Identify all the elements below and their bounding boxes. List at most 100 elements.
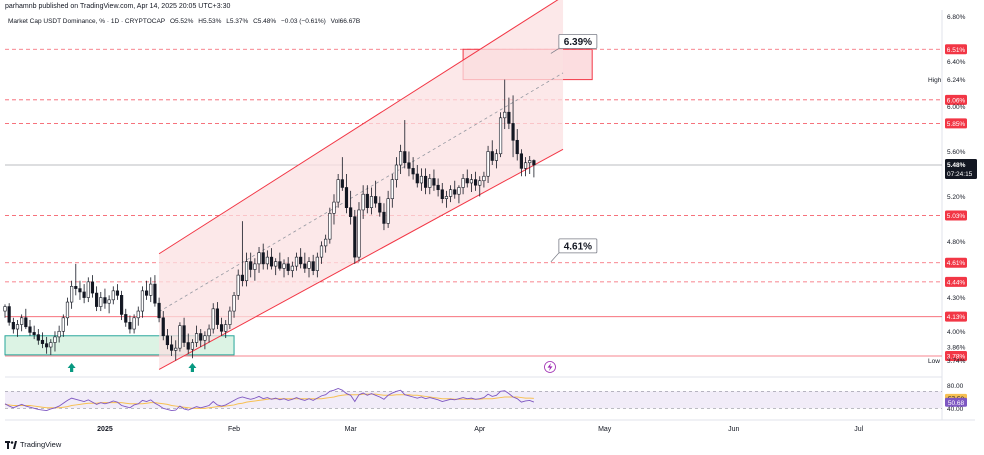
- ohlc-close: C5.48%: [253, 18, 277, 25]
- candle-body-52: [219, 324, 224, 332]
- candle-body-81: [340, 179, 344, 188]
- callout-pointer-0: [550, 48, 560, 54]
- level-tag-label-1: 6.06%: [947, 97, 966, 104]
- low-marker-label: Low: [928, 358, 940, 365]
- ohlc-volume: Vol66.67B: [330, 18, 361, 25]
- candle-body-1: [7, 306, 11, 323]
- candle-body-39: [165, 335, 170, 346]
- candle-body-49: [207, 328, 211, 337]
- candle-body-5: [24, 317, 28, 328]
- level-tag-1: [945, 94, 967, 105]
- candle-body-98: [411, 168, 415, 175]
- candle-body-46: [194, 333, 199, 343]
- candle-body-105: [440, 189, 444, 200]
- price-tick-4: 6.00%: [947, 104, 966, 111]
- time-tick-2: Mar: [345, 426, 358, 433]
- candle-body-3: [15, 324, 20, 330]
- candle-body-90: [378, 202, 382, 213]
- callout-label-1: 4.61%: [564, 241, 592, 252]
- price-tick-10: 3.86%: [947, 345, 966, 352]
- candle-body-113: [473, 179, 478, 186]
- candle-body-67: [282, 263, 286, 269]
- candle-body-13: [57, 330, 61, 338]
- price-tick-6: 5.20%: [947, 194, 966, 201]
- candle-body-47: [199, 333, 203, 341]
- candle-body-86: [361, 193, 365, 211]
- candle-body-4: [20, 317, 24, 325]
- level-tag-3: [945, 210, 967, 221]
- candle-body-76: [319, 245, 324, 258]
- candle-body-8: [36, 334, 40, 341]
- candle-body-88: [369, 196, 374, 208]
- candle-body-0: [3, 306, 7, 312]
- candle-body-74: [311, 261, 315, 271]
- candle-body-84: [353, 216, 357, 258]
- time-tick-3: Apr: [474, 426, 486, 433]
- time-tick-5: Jun: [728, 426, 739, 433]
- candle-body-73: [307, 261, 311, 269]
- candle-body-71: [299, 256, 303, 265]
- candle-body-7: [32, 332, 36, 335]
- candle-body-121: [507, 111, 511, 124]
- time-tick-6: Jul: [854, 426, 863, 433]
- candle-body-92: [386, 198, 390, 224]
- candle-body-107: [449, 189, 453, 197]
- candle-body-21: [90, 281, 95, 294]
- level-tag-label-5: 4.44%: [947, 279, 966, 286]
- price-axis[interactable]: 6.51% 6.06% 5.85% 5.03% 4.61% 4.44% 4.13% 3.78%…: [928, 0, 977, 365]
- candle-body-31: [132, 317, 136, 330]
- candle-body-44: [186, 342, 190, 350]
- buy-arrow-icon-1: [188, 363, 197, 372]
- candle-body-23: [99, 297, 103, 307]
- footer-brand: TradingView: [5, 440, 61, 449]
- level-tag-label-7: 3.78%: [947, 354, 966, 361]
- candle-body-61: [257, 252, 261, 265]
- candle-body-120: [503, 111, 507, 119]
- candle-body-17: [74, 286, 78, 289]
- last-price-label: 5.48%: [947, 162, 966, 169]
- candle-body-50: [211, 308, 215, 330]
- price-tick-8: 4.30%: [947, 295, 966, 302]
- candle-body-115: [482, 175, 486, 182]
- candle-body-25: [107, 299, 111, 304]
- level-tag-7: [945, 351, 967, 361]
- candle-body-114: [478, 180, 482, 186]
- candle-body-16: [70, 286, 74, 303]
- candle-body-97: [407, 162, 411, 169]
- candle-body-22: [95, 292, 99, 307]
- ohlc-low: L5.37%: [226, 18, 249, 25]
- candle-body-15: [65, 301, 70, 319]
- candle-body-108: [453, 189, 457, 195]
- level-tag-label-3: 5.03%: [947, 213, 966, 220]
- ohlc-open: O5.52%: [169, 18, 194, 25]
- callout-pointer-1: [550, 252, 560, 263]
- level-tag-0: [945, 44, 967, 55]
- channel-layer: [158, 0, 564, 370]
- level-tag-6: [945, 311, 967, 322]
- level-tag-5: [945, 276, 967, 287]
- candle-body-64: [269, 256, 274, 267]
- candle-body-2: [11, 321, 15, 330]
- candle-body-117: [490, 151, 494, 161]
- candle-body-96: [403, 151, 407, 164]
- symbol-legend: Market Cap USDT Dominance, % · 1D · CRYP…: [8, 18, 363, 25]
- candle-body-65: [274, 261, 278, 267]
- candle-body-43: [182, 325, 186, 343]
- time-axis[interactable]: 2025 Feb Mar Apr May Jun Jul: [97, 426, 863, 433]
- candle-body-124: [519, 153, 523, 169]
- candle-body-116: [486, 151, 490, 177]
- candle-body-99: [415, 173, 419, 184]
- candle-body-36: [153, 283, 157, 304]
- time-tick-0: 2025: [97, 426, 113, 433]
- symbol-title[interactable]: Market Cap USDT Dominance, % · 1D · CRYP…: [8, 18, 166, 25]
- level-tag-label-6: 4.13%: [947, 314, 966, 321]
- price-tick-7: 4.80%: [947, 239, 966, 246]
- candle-body-26: [111, 290, 115, 301]
- candle-body-127: [532, 160, 536, 166]
- candle-body-119: [498, 117, 503, 155]
- candle-body-55: [232, 295, 236, 312]
- level-tag-label-0: 6.51%: [947, 47, 966, 54]
- candle-body-110: [461, 178, 465, 188]
- candle-body-9: [40, 339, 45, 344]
